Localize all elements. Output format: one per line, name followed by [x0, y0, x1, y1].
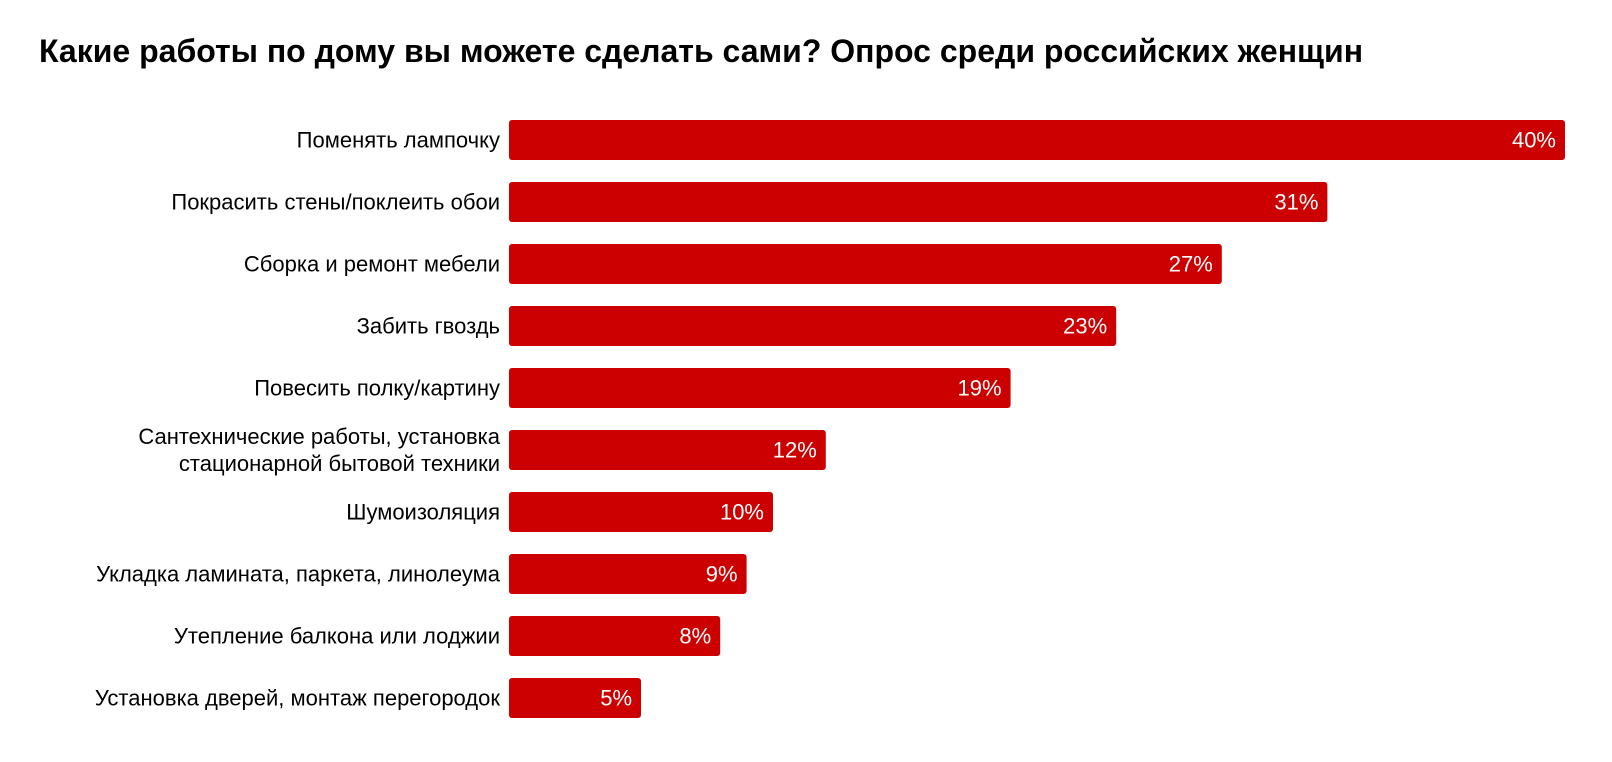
category-labels-group: Поменять лампочку Покрасить стены/поклеит… — [95, 128, 501, 711]
bar — [509, 678, 641, 718]
bar — [509, 182, 1328, 222]
bar-value-label: 10% — [720, 500, 764, 525]
bar — [509, 616, 721, 656]
bar — [509, 368, 1011, 408]
bar — [509, 306, 1117, 346]
bars-group — [509, 120, 1565, 718]
category-label-line: Утепление балкона или лоджии — [174, 624, 500, 649]
category-label-line: Повесить полку/картину — [254, 376, 500, 401]
category-label: Установка дверей, монтаж перегородок — [95, 686, 500, 711]
category-label: Утепление балкона или лоджии — [174, 624, 500, 649]
category-label-line: Шумоизоляция — [346, 500, 500, 525]
category-label-line: Сборка и ремонт мебели — [244, 252, 500, 277]
bar-value-label: 9% — [706, 562, 738, 587]
bar-value-label: 40% — [1512, 128, 1556, 153]
bar-value-label: 27% — [1169, 252, 1213, 277]
bar-value-label: 19% — [958, 376, 1002, 401]
category-label-line: стационарной бытовой техники — [179, 451, 500, 476]
category-label-line: Сантехнические работы, установка — [138, 424, 500, 449]
category-label: Поменять лампочку — [297, 128, 500, 153]
category-label-line: Забить гвоздь — [357, 314, 500, 339]
category-label-line: Укладка ламината, паркета, линолеума — [96, 562, 501, 587]
bar-value-label: 31% — [1274, 190, 1318, 215]
bar — [509, 244, 1222, 284]
bar — [509, 120, 1565, 160]
bar — [509, 554, 747, 594]
category-label: Сантехнические работы, установка стациона… — [138, 424, 500, 476]
category-label: Покрасить стены/поклеить обои — [171, 190, 500, 215]
category-label-line: Установка дверей, монтаж перегородок — [95, 686, 500, 711]
bar-value-label: 23% — [1063, 314, 1107, 339]
value-labels-group: 40% 31% 27% 23% 19% 12% 10% 9% 8% 5% — [600, 128, 1556, 711]
category-label: Укладка ламината, паркета, линолеума — [96, 562, 501, 587]
category-label-line: Покрасить стены/поклеить обои — [171, 190, 500, 215]
bar-value-label: 8% — [679, 624, 711, 649]
category-label-line: Поменять лампочку — [297, 128, 500, 153]
bar — [509, 430, 826, 470]
category-label: Повесить полку/картину — [254, 376, 500, 401]
chart-title: Какие работы по дому вы можете сделать с… — [39, 33, 1364, 69]
category-label: Забить гвоздь — [357, 314, 500, 339]
bar — [509, 492, 773, 532]
category-label: Сборка и ремонт мебели — [244, 252, 500, 277]
bar-value-label: 5% — [600, 686, 632, 711]
category-label: Шумоизоляция — [346, 500, 500, 525]
bar-value-label: 12% — [773, 438, 817, 463]
